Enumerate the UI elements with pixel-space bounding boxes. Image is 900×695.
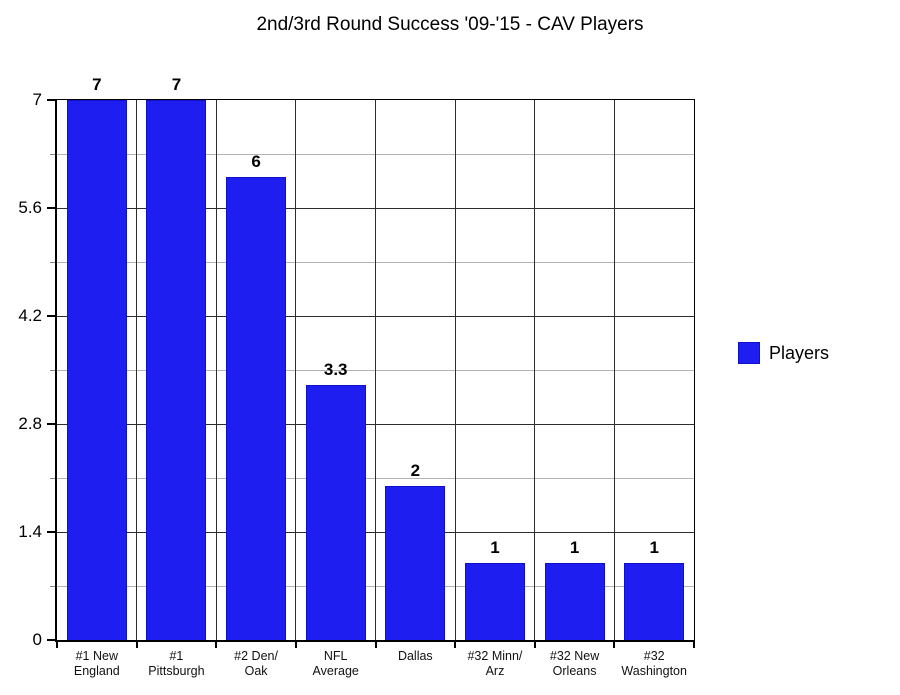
x-category-label: Dallas: [376, 649, 456, 664]
bar-value-label: 1: [490, 537, 500, 557]
y-tick-minor: [50, 261, 55, 263]
x-category-label-line: Washington: [621, 664, 687, 678]
x-category-label: NFL Average: [296, 649, 376, 679]
bar: [226, 177, 287, 640]
x-category-label-line: NFL: [323, 649, 348, 663]
y-tick-major: [47, 639, 55, 641]
bar: [146, 100, 207, 640]
y-tick-label: 4.2: [18, 306, 42, 325]
x-category-label-line: #32 New: [549, 649, 600, 663]
x-category-label-line: England: [73, 664, 120, 678]
v-gridline: [534, 100, 536, 640]
x-category-label: #32 New Orleans: [535, 649, 615, 679]
bar: [544, 562, 605, 640]
bar-value-label: 7: [92, 75, 102, 94]
x-category-label-line: #2 Den/: [234, 649, 278, 663]
v-gridline: [375, 100, 376, 640]
x-category-label-line: #1 New: [75, 649, 118, 663]
y-tick-label: 1.4: [18, 522, 42, 541]
bar: [66, 100, 127, 640]
y-tick-minor: [50, 369, 55, 371]
x-category-label: #32 Washington: [614, 649, 694, 679]
legend-swatch-players: [738, 342, 760, 364]
x-tick: [693, 642, 695, 648]
legend-label: Players: [769, 342, 830, 363]
x-axis-labels: #1 New England #1 Pittsburgh #2 Den/Oak NFL Av…: [57, 649, 694, 689]
v-gridline: [215, 100, 217, 640]
chart-title: 2nd/3rd Round Success '09-'15 - CAV Play…: [256, 14, 644, 35]
bar-value-label: 3.3: [323, 360, 348, 380]
y-tick-label: 0: [32, 630, 42, 649]
bar-value-label: 1: [569, 537, 580, 557]
v-gridline: [295, 100, 297, 640]
bar-value-label: 1: [649, 537, 659, 557]
y-tick-minor: [50, 585, 55, 587]
y-tick-minor: [50, 153, 55, 155]
y-tick-major: [47, 315, 55, 317]
bar: [385, 485, 446, 640]
x-tick: [56, 642, 58, 648]
v-gridline: [454, 100, 456, 640]
y-tick-label: 2.8: [18, 414, 42, 433]
bar-value-label: 2: [410, 460, 421, 480]
x-category-label-line: Arz: [485, 664, 505, 678]
x-tick: [374, 642, 377, 648]
x-category-label: #1 New England: [57, 649, 137, 679]
x-category-label: #32 Minn/Arz: [455, 649, 535, 679]
x-category-label: #1 Pittsburgh: [137, 649, 217, 679]
y-tick-major: [47, 531, 55, 533]
x-tick: [533, 642, 536, 648]
y-tick-label: 7: [32, 90, 42, 109]
y-tick-major: [47, 207, 55, 209]
x-category-label-line: #1: [169, 649, 184, 663]
x-category-label-line: #32 Minn/: [467, 649, 523, 663]
bar: [305, 385, 366, 640]
x-category-label-line: Pittsburgh: [148, 664, 205, 678]
bar-value-label: 7: [171, 75, 182, 94]
v-gridline: [613, 100, 615, 640]
x-category-label: #2 Den/Oak: [216, 649, 296, 679]
x-category-label-line: Average: [312, 664, 359, 678]
x-axis-ticks: [56, 642, 695, 649]
x-category-label-line: #32: [643, 649, 665, 663]
x-category-label-line: Oak: [244, 664, 268, 678]
y-tick-major: [47, 423, 55, 425]
legend: Players: [738, 342, 829, 364]
x-tick: [215, 642, 218, 648]
y-tick-label: 5.6: [18, 198, 42, 217]
bar: [624, 562, 685, 640]
y-axis: 0 1.4 2.8 4.2 5.6 7: [0, 90, 55, 649]
plot-area: 7 7 6 3.3 2 1 1 1: [55, 75, 695, 642]
x-category-label-line: Dallas: [397, 649, 433, 663]
v-gridline: [136, 100, 138, 640]
bar-value-label: 6: [251, 152, 261, 172]
bar: [464, 562, 525, 640]
x-tick: [613, 642, 616, 648]
x-tick: [294, 642, 297, 648]
y-tick-major: [47, 99, 55, 101]
x-tick: [454, 642, 457, 648]
x-tick: [135, 642, 138, 648]
x-category-label-line: Orleans: [552, 664, 597, 678]
y-tick-minor: [50, 477, 55, 479]
